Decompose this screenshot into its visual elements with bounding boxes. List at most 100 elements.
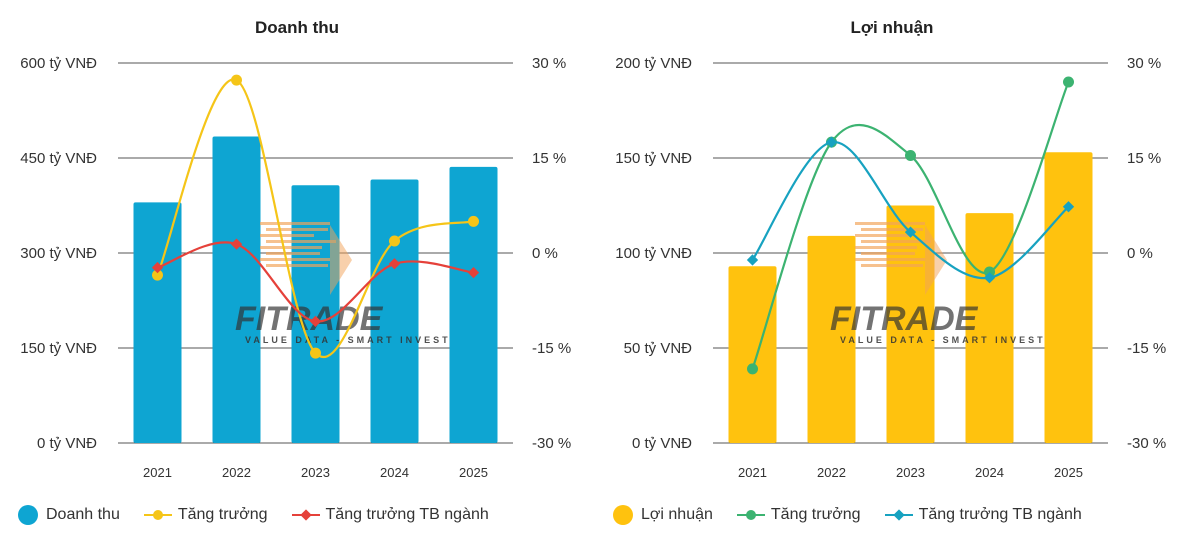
watermark-stripe [861,264,923,267]
watermark-stripe [855,222,925,225]
x-axis-tick-label: 2024 [975,465,1004,480]
chart-legend: Doanh thu Tăng trưởng Tăng trưởng TB ngà… [18,505,513,525]
legend-label: Tăng trưởng [770,506,861,523]
x-axis-tick-label: 2021 [738,465,767,480]
legend-swatch-revenue [18,505,38,525]
series-point [468,215,479,227]
watermark-stripe [266,228,328,231]
series-point [1062,201,1075,213]
y-axis-tick-label: 100 tỷ VNĐ [615,245,692,262]
series-point [310,347,321,359]
bar [449,166,498,443]
y-axis-tick-label: 600 tỷ VNĐ [20,55,97,72]
series-point [389,235,400,247]
legend-label: Lợi nhuận [641,506,713,523]
series-point [230,238,243,250]
y-axis-tick-label: 0 tỷ VNĐ [37,435,97,452]
profit-chart-panel: Lợi nhuận 200 tỷ VNĐ 150 tỷ VNĐ 100 tỷ VNĐ… [595,0,1189,540]
watermark-brand: FITRADE [830,300,979,338]
chart-title: Doanh thu [254,18,340,37]
x-axis-tick-label: 2023 [896,465,925,480]
legend-swatch-profit [613,505,633,525]
x-axis-tick-label: 2024 [380,465,409,480]
y2-axis-tick-label: -15 % [1127,340,1166,357]
watermark-stripe [260,258,330,261]
watermark-stripe [266,264,328,267]
legend-item-profit-growth[interactable]: Tăng trưởng [736,506,861,524]
series-point [467,266,480,279]
y-axis-tick-label: 50 tỷ VNĐ [624,340,693,357]
y2-axis-tick-label: 30 % [532,55,566,72]
watermark-stripe [861,252,915,255]
series-point [904,226,917,238]
watermark-stripe [855,234,909,237]
legend-swatch-profit-growth [736,508,765,522]
y2-axis-tick-label: -15 % [532,340,571,357]
bar [133,202,182,443]
x-axis-tick-label: 2023 [301,465,330,480]
x-axis-tick-label: 2021 [143,465,172,480]
bar [370,179,419,444]
legend-label: Tăng trưởng [177,506,268,523]
legend-label: Tăng trưởng TB ngành [325,506,489,523]
profit-chart-plot: 200 tỷ VNĐ 150 tỷ VNĐ 100 tỷ VNĐ 50 tỷ VNĐ 0… [615,55,1166,480]
series-point [747,363,758,375]
y2-axis-tick-label: 15 % [1127,150,1161,167]
revenue-chart-panel: Doanh thu 600 tỷ VNĐ 450 tỷ VNĐ 300 tỷ VNĐ… [0,0,594,540]
watermark-stripe [861,228,923,231]
watermark-stripe [855,246,917,249]
bar [1044,152,1093,444]
series-point [1063,76,1074,88]
watermark-arrow [925,225,947,295]
watermark-stripe [260,222,330,225]
y2-axis-tick-label: -30 % [1127,435,1166,452]
legend-item-profit-industry[interactable]: Tăng trưởng TB ngành [884,506,1082,524]
legend-label: Doanh thu [46,506,120,523]
series-point [984,266,995,278]
chart-legend: Lợi nhuận Tăng trưởng Tăng trưởng TB ngà… [613,505,1106,525]
series-point [905,149,916,161]
x-axis-tick-label: 2025 [459,465,488,480]
watermark-tagline: VALUE DATA - SMART INVEST [840,335,1046,345]
legend-swatch-revenue-growth [143,508,172,522]
x-axis-tick-label: 2025 [1054,465,1083,480]
x-axis-tick-label: 2022 [222,465,251,480]
y2-axis-tick-label: 0 % [1127,245,1153,262]
x-axis-tick-label: 2022 [817,465,846,480]
bar [807,235,856,443]
y-axis-tick-label: 300 tỷ VNĐ [20,245,97,262]
series-point [825,136,838,148]
legend-item-revenue-growth[interactable]: Tăng trưởng [143,506,268,524]
series-point [231,74,242,86]
y2-axis-tick-label: 30 % [1127,55,1161,72]
y2-axis-tick-label: 15 % [532,150,566,167]
legend-item-revenue[interactable]: Doanh thu [18,505,120,525]
series-point [151,261,164,274]
watermark-stripe [266,252,320,255]
y-axis-tick-label: 450 tỷ VNĐ [20,150,97,167]
watermark-stripe [855,258,925,261]
legend-swatch-revenue-industry [291,508,320,522]
watermark-stripe [266,240,336,243]
y2-axis-tick-label: -30 % [532,435,571,452]
legend-swatch-profit-industry [884,508,913,522]
bar [212,136,261,443]
legend-item-profit[interactable]: Lợi nhuận [613,505,713,525]
watermark-arrow [330,225,352,295]
bar [728,266,777,443]
y-axis-tick-label: 200 tỷ VNĐ [615,55,692,72]
series-line [751,141,1070,280]
y-axis-tick-label: 0 tỷ VNĐ [632,435,692,452]
legend-item-revenue-industry[interactable]: Tăng trưởng TB ngành [291,506,489,524]
series-point [983,272,996,284]
y-axis-tick-label: 150 tỷ VNĐ [615,150,692,167]
y-axis-tick-label: 150 tỷ VNĐ [20,340,97,357]
series-point [388,258,401,270]
revenue-chart-plot: 600 tỷ VNĐ 450 tỷ VNĐ 300 tỷ VNĐ 150 tỷ VNĐ… [20,55,571,480]
watermark-stripe [260,246,322,249]
series-point [152,269,163,281]
watermark-tagline: VALUE DATA - SMART INVEST [245,335,451,345]
series-point [746,254,759,266]
legend-label: Tăng trưởng TB ngành [918,506,1082,523]
